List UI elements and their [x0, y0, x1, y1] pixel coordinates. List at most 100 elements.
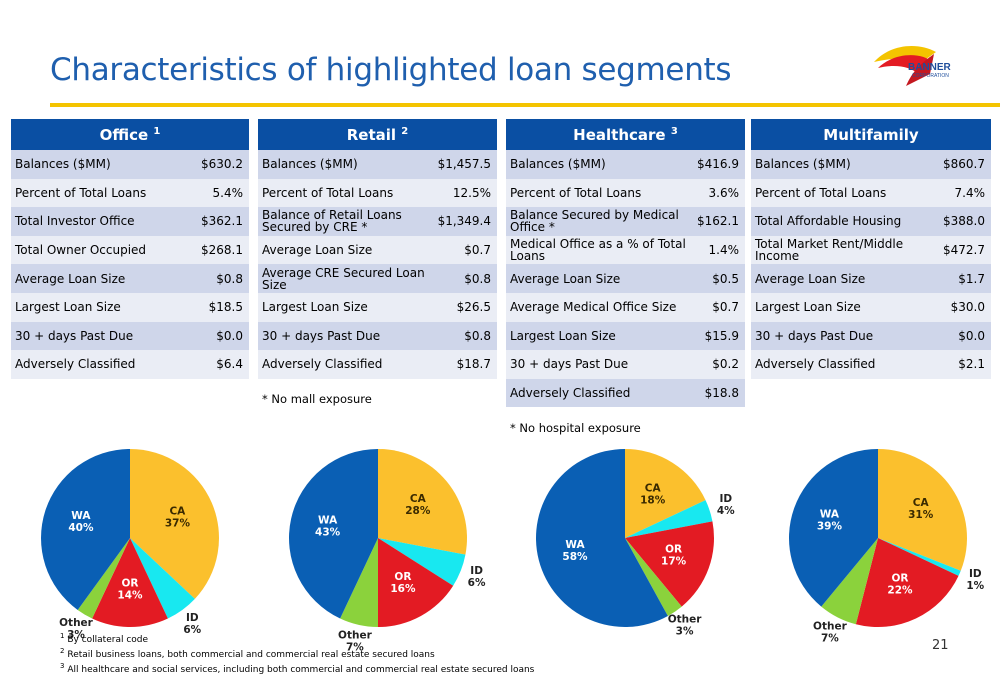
table-row: 30 + days Past Due $0.0 — [751, 321, 991, 351]
table-row: Largest Loan Size $18.5 — [11, 292, 249, 322]
table-row: Average Loan Size $0.5 — [506, 264, 745, 293]
table-row: Average Loan Size $0.7 — [258, 235, 497, 265]
healthcare-label-ca: CA 18% — [640, 482, 666, 506]
multifamily-slice-other — [821, 538, 878, 625]
table-row: Average Medical Office Size $0.7 — [506, 292, 745, 322]
healthcare-table-header: Healthcare 3 — [506, 119, 745, 150]
office-label-other: Other 3% — [59, 617, 94, 641]
row-label: Adversely Classified — [258, 350, 434, 379]
retail-label-wa: WA 43% — [315, 515, 341, 539]
row-label: Medical Office as a % of Total Loans — [506, 235, 693, 265]
retail-label-other: Other 7% — [338, 629, 373, 653]
table-row: Adversely Classified $18.7 — [258, 350, 497, 379]
table-row: Percent of Total Loans 12.5% — [258, 178, 497, 208]
retail-slice-id — [378, 538, 466, 586]
table-row: Adversely Classified $2.1 — [751, 350, 991, 379]
table-row: Balances ($MM) $416.9 — [506, 150, 745, 179]
multifamily-slice-or — [855, 538, 959, 627]
row-label: Total Owner Occupied — [11, 235, 185, 265]
office-table-header: Office 1 — [11, 119, 249, 150]
retail-table-header: Retail 2 — [258, 119, 497, 150]
retail-label-id: ID 6% — [468, 565, 486, 589]
multifamily-label-wa: WA 39% — [817, 509, 843, 533]
office-pie-chart: CA 37% ID 6% OR 14% Other 3% WA 40% — [41, 449, 219, 641]
title-underline — [50, 103, 1000, 107]
office-label-id: ID 6% — [183, 612, 201, 636]
row-value: $860.7 — [939, 150, 991, 179]
row-value: $1.7 — [939, 264, 991, 293]
row-value: $18.7 — [433, 350, 497, 379]
table-row: Largest Loan Size $30.0 — [751, 292, 991, 322]
healthcare-slice-ca — [625, 449, 706, 538]
row-label: Adversely Classified — [751, 350, 939, 379]
retail-slice-other — [340, 538, 378, 627]
row-value: $1,349.4 — [433, 207, 497, 236]
row-value: $30.0 — [939, 292, 991, 322]
healthcare-slice-other — [625, 538, 682, 616]
row-label: 30 + days Past Due — [11, 321, 185, 351]
row-value: $0.7 — [433, 235, 497, 265]
row-value: $416.9 — [693, 150, 745, 179]
row-value: $0.8 — [433, 321, 497, 351]
multifamily-label-other: Other 7% — [813, 620, 848, 644]
retail-slice-ca — [378, 449, 467, 555]
retail-slice-wa — [289, 449, 378, 619]
table-row: Total Owner Occupied $268.1 — [11, 235, 249, 265]
row-value: $1,457.5 — [433, 150, 497, 179]
row-label: Adversely Classified — [506, 378, 693, 408]
row-value: $362.1 — [184, 207, 249, 236]
row-label: Average Loan Size — [506, 264, 693, 293]
row-label: 30 + days Past Due — [506, 350, 693, 379]
row-label: Average Loan Size — [258, 235, 434, 265]
healthcare-slice-wa — [536, 449, 668, 627]
table-row: Balances ($MM) $860.7 — [751, 150, 991, 179]
table-row: Adversely Classified $18.8 — [506, 378, 745, 408]
row-label: Balances ($MM) — [751, 150, 939, 179]
row-label: Balances ($MM) — [258, 150, 434, 179]
row-label: Balances ($MM) — [506, 150, 693, 179]
table-row: Total Market Rent/Middle Income $472.7 — [751, 235, 991, 265]
retail-table: Retail 2 Balances ($MM) $1,457.5 Percent … — [258, 119, 497, 379]
row-value: $472.7 — [939, 235, 991, 265]
row-value: $18.5 — [184, 292, 249, 322]
row-label: Largest Loan Size — [751, 292, 939, 322]
office-slice-id — [130, 538, 195, 619]
office-slice-other — [77, 538, 130, 619]
row-label: 30 + days Past Due — [258, 321, 434, 351]
table-row: Balance of Retail Loans Secured by CRE *… — [258, 207, 497, 236]
row-label: Average Loan Size — [751, 264, 939, 293]
multifamily-label-id: ID 1% — [966, 568, 984, 592]
row-value: 5.4% — [184, 178, 249, 208]
row-label: Largest Loan Size — [11, 292, 185, 322]
row-value: $2.1 — [939, 350, 991, 379]
table-row: Average CRE Secured Loan Size $0.8 — [258, 264, 497, 293]
row-label: Balance Secured by Medical Office * — [506, 207, 693, 236]
row-label: Total Affordable Housing — [751, 207, 939, 236]
row-label: Largest Loan Size — [506, 321, 693, 351]
healthcare-label-id: ID 4% — [717, 493, 735, 517]
multifamily-label-or: OR 22% — [887, 573, 913, 597]
table-row: Average Loan Size $0.8 — [11, 264, 249, 293]
multifamily-slice-wa — [788, 449, 878, 607]
row-value: 7.4% — [939, 178, 991, 208]
retail-pie-chart: CA 28% ID 6% OR 16% Other 7% WA 43% — [289, 449, 486, 653]
office-label-ca: CA 37% — [165, 506, 191, 530]
row-value: $0.0 — [184, 321, 249, 351]
multifamily-table: Multifamily Balances ($MM) $860.7 Percent… — [751, 119, 991, 379]
row-value: 3.6% — [693, 178, 745, 208]
footnote: 2 Retail business loans, both commercial… — [60, 647, 435, 660]
healthcare-table: Healthcare 3 Balances ($MM) $416.9 Percen… — [506, 119, 745, 408]
logo-name: BANNER — [908, 62, 952, 73]
office-label-wa: WA 40% — [68, 510, 94, 534]
row-value: $268.1 — [184, 235, 249, 265]
table-row: Largest Loan Size $26.5 — [258, 292, 497, 322]
row-label: Largest Loan Size — [258, 292, 434, 322]
row-value: $162.1 — [693, 207, 745, 236]
table-row: Total Investor Office $362.1 — [11, 207, 249, 236]
healthcare-label-other: Other 3% — [668, 614, 703, 638]
row-value: $388.0 — [939, 207, 991, 236]
row-label: Total Investor Office — [11, 207, 185, 236]
footnotes: 1 By collateral code 2 Retail business l… — [60, 631, 534, 676]
footnote: 3 All healthcare and social services, in… — [60, 662, 535, 675]
table-row: 30 + days Past Due $0.2 — [506, 350, 745, 379]
